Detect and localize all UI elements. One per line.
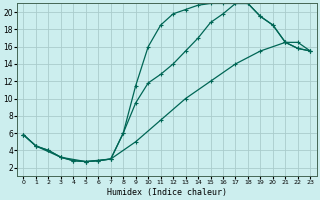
- X-axis label: Humidex (Indice chaleur): Humidex (Indice chaleur): [107, 188, 227, 197]
